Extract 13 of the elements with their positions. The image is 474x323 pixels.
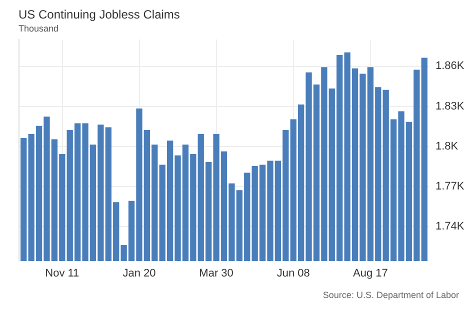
x-tick-label: Jun 08 bbox=[276, 268, 310, 280]
y-tick-label: 1.8K bbox=[436, 140, 459, 152]
x-tick-label: Jan 20 bbox=[122, 268, 156, 280]
chart-subtitle: Thousand bbox=[18, 24, 59, 34]
chart-title: US Continuing Jobless Claims bbox=[18, 8, 180, 22]
x-tick-label: Nov 11 bbox=[45, 268, 80, 280]
x-tick-label: Aug 17 bbox=[352, 268, 388, 280]
y-tick-label: 1.86K bbox=[436, 60, 465, 72]
x-tick-label: Mar 30 bbox=[199, 268, 234, 280]
source-note: Source: U.S. Department of Labor bbox=[322, 290, 459, 300]
y-tick-label: 1.74K bbox=[436, 220, 465, 233]
y-tick-label: 1.83K bbox=[436, 100, 465, 112]
y-tick-label: 1.77K bbox=[436, 180, 465, 193]
